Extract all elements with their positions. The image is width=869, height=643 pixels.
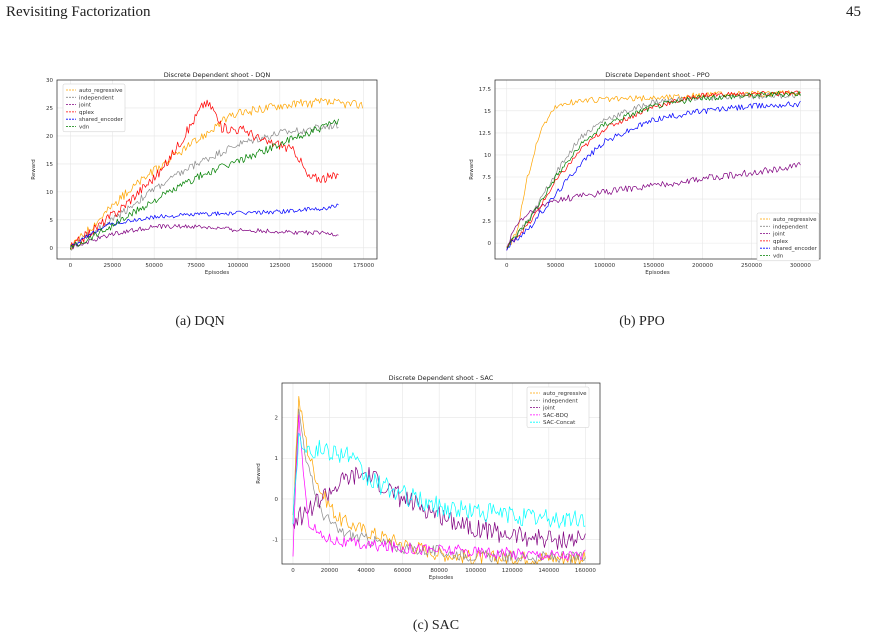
x-axis-label: Episodes	[429, 575, 454, 581]
y-tick-label: 1	[275, 456, 279, 462]
legend-label-independent: independent	[543, 398, 579, 404]
legend-box	[62, 83, 126, 133]
x-tick-label: 250000	[741, 263, 762, 269]
y-tick-label: 30	[46, 78, 53, 84]
x-tick-label: 160000	[575, 568, 596, 574]
legend-label-auto-regressive: auto_regressive	[773, 217, 817, 223]
x-tick-label: 200000	[692, 263, 713, 269]
x-tick-label: 150000	[643, 263, 664, 269]
chart-title: Discrete Dependent shoot - DQN	[164, 71, 271, 79]
legend-label-joint: joint	[78, 103, 92, 109]
legend-label-qplex: qplex	[79, 110, 95, 116]
y-tick-label: 2.5	[482, 219, 491, 225]
y-tick-label: 0	[50, 246, 54, 252]
legend-box	[526, 386, 590, 428]
series-line-vdn	[70, 118, 339, 250]
x-tick-label: 50000	[547, 263, 565, 269]
series-line-independent	[70, 121, 339, 251]
legend-label-joint: joint	[772, 232, 786, 238]
x-tick-label: 40000	[357, 568, 375, 574]
plot-frame	[281, 382, 601, 565]
y-axis-label: Reward	[469, 159, 475, 179]
series-line-vdn	[506, 90, 801, 248]
series-line-auto-regressive	[70, 97, 363, 251]
legend-label-sac-bdq: SAC-BDQ	[543, 413, 569, 419]
y-tick-label: 10	[484, 153, 491, 159]
x-tick-label: 75000	[187, 263, 205, 269]
legend-label-independent: independent	[773, 224, 809, 230]
x-tick-label: 140000	[538, 568, 559, 574]
series-line-shared-encoder	[70, 203, 339, 247]
x-tick-label: 150000	[311, 263, 332, 269]
x-axis-label: Episodes	[645, 270, 670, 276]
legend-label-shared-encoder: shared_encoder	[79, 117, 124, 123]
x-tick-label: 120000	[502, 568, 523, 574]
series-line-sac-concat	[292, 432, 586, 529]
x-axis-label: Episodes	[205, 270, 230, 276]
legend-label-joint: joint	[542, 406, 556, 412]
legend-label-sac-concat: SAC-Concat	[543, 420, 576, 426]
x-tick-label: 50000	[145, 263, 163, 269]
ppo-chart: 0 50000 100000 150000 200000 250000 300000 0 2.5…	[469, 71, 821, 276]
caption-dqn: (a) DQN	[175, 314, 225, 329]
x-tick-label: 80000	[430, 568, 448, 574]
x-tick-label: 0	[291, 568, 295, 574]
y-axis-label: Reward	[31, 159, 37, 179]
x-tick-label: 100000	[594, 263, 615, 269]
legend-box	[756, 212, 820, 262]
series-line-independent	[506, 92, 801, 248]
x-tick-label: 0	[69, 263, 73, 269]
y-tick-label: 12.5	[479, 131, 492, 137]
series-line-shared-encoder	[506, 100, 801, 251]
series-line-joint	[506, 162, 801, 251]
y-tick-label: 0	[488, 241, 492, 247]
series-line-joint	[70, 223, 339, 250]
legend-label-qplex: qplex	[773, 239, 789, 245]
y-tick-label: 20	[46, 134, 53, 140]
y-tick-label: 7.5	[482, 175, 491, 181]
y-tick-label: 15	[46, 162, 53, 168]
plot-frame	[494, 79, 821, 260]
y-tick-label: 2	[275, 416, 279, 422]
caption-ppo: (b) PPO	[619, 314, 665, 329]
plot-frame	[56, 79, 378, 260]
series-line-auto-regressive	[506, 90, 801, 250]
series-line-independent	[292, 408, 586, 564]
sac-chart: 0 20000 40000 60000 80000 100000 120000 140000 1…	[256, 374, 601, 581]
y-tick-label: 25	[46, 106, 53, 112]
x-tick-label: 25000	[104, 263, 122, 269]
page-number: 45	[846, 4, 861, 20]
legend-label-vdn: vdn	[79, 125, 90, 131]
y-tick-label: 0	[275, 497, 279, 503]
dqn-chart: 0 25000 50000 75000 100000 125000 150000 175000…	[31, 71, 378, 276]
caption-sac: (c) SAC	[412, 618, 460, 633]
running-header-title: Revisiting Factorization	[6, 4, 151, 20]
y-tick-label: 10	[46, 190, 53, 196]
legend-label-independent: independent	[79, 95, 115, 101]
y-tick-label: -1	[273, 538, 278, 544]
x-tick-label: 100000	[465, 568, 486, 574]
x-tick-label: 300000	[790, 263, 811, 269]
legend-label-auto-regressive: auto_regressive	[79, 88, 123, 94]
chart-title: Discrete Dependent shoot - PPO	[605, 71, 709, 79]
y-tick-label: 15	[484, 109, 491, 115]
y-axis-label: Reward	[256, 463, 262, 483]
x-tick-label: 0	[505, 263, 509, 269]
chart-title: Discrete Dependent shoot - SAC	[389, 374, 494, 382]
legend-label-vdn: vdn	[773, 254, 784, 260]
y-tick-label: 17.5	[479, 87, 492, 93]
x-tick-label: 100000	[227, 263, 248, 269]
legend-label-auto-regressive: auto_regressive	[543, 391, 587, 397]
x-tick-label: 60000	[394, 568, 412, 574]
y-tick-label: 5	[50, 218, 54, 224]
series-line-sac-bdq	[292, 414, 586, 562]
x-tick-label: 125000	[269, 263, 290, 269]
series-line-qplex	[70, 99, 339, 250]
x-tick-label: 20000	[321, 568, 339, 574]
y-tick-label: 5	[488, 197, 492, 203]
x-tick-label: 175000	[353, 263, 374, 269]
series-line-joint	[292, 466, 586, 550]
legend-label-shared-encoder: shared_encoder	[773, 246, 818, 252]
